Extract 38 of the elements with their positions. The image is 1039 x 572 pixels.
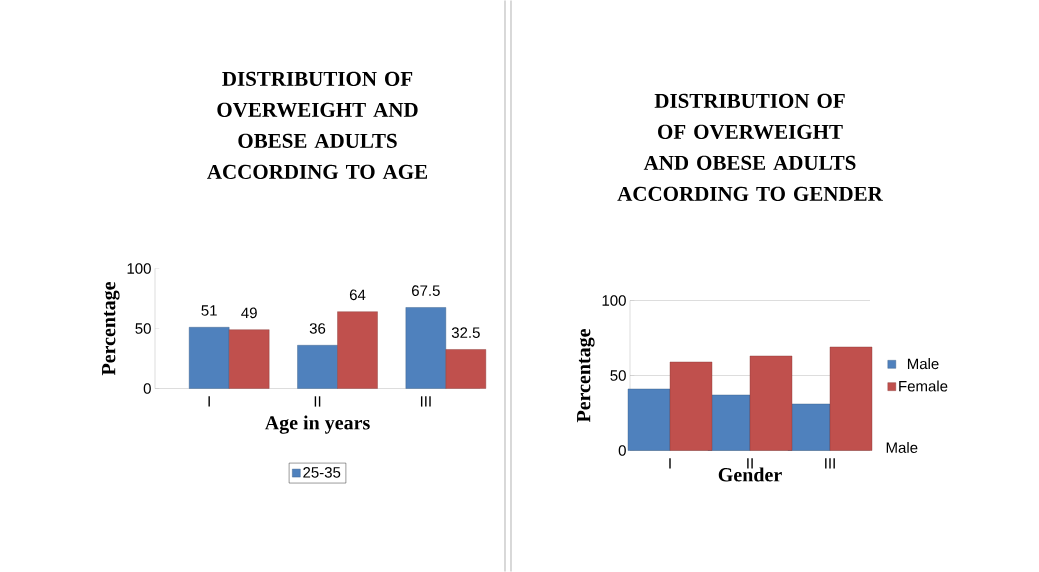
legend-label: 25-35 <box>303 467 341 478</box>
x-axis-title: Age in years <box>264 415 370 434</box>
y-tick-label: 50 <box>610 370 626 381</box>
x-axis-title: Gender <box>718 467 782 482</box>
y-tick-label: 0 <box>618 445 626 456</box>
x-tick-label: I <box>208 396 210 407</box>
bar <box>188 327 230 389</box>
bar <box>405 307 447 389</box>
data-label: 32.5 <box>451 327 480 338</box>
data-label: 64 <box>349 289 366 301</box>
y-tick-label: 100 <box>602 295 626 306</box>
x-tick-label: II <box>747 458 753 469</box>
data-label: 36 <box>309 323 326 334</box>
x-tick-label: II <box>314 396 321 407</box>
x-tick-label: III <box>825 458 835 469</box>
bar <box>829 346 873 451</box>
x-tick-label: III <box>420 396 431 407</box>
y-axis-title: Percentage <box>577 328 595 423</box>
legend-label: Female <box>899 380 948 392</box>
bar <box>337 311 378 389</box>
bar <box>669 361 713 451</box>
chart-title: DISTRIBUTION OF OVERWEIGHT AND OBESE ADULTS ACCORDING TO AGE <box>207 71 428 179</box>
y-tick-label: 0 <box>143 383 151 394</box>
x-tick-label: I <box>669 458 671 469</box>
data-label: 51 <box>201 305 217 316</box>
data-label: 49 <box>241 307 257 319</box>
bar <box>297 345 338 389</box>
bar <box>749 355 793 451</box>
data-label: 67.5 <box>412 285 440 296</box>
text: Male <box>886 441 918 453</box>
legend-label: Male <box>907 358 939 370</box>
chart-title: DISTRIBUTION OF OF OVERWEIGHT AND OBESE ADULTS ACCORDING TO GENDER <box>617 93 883 201</box>
y-tick-label: 100 <box>127 263 151 274</box>
bar <box>627 388 671 451</box>
bar <box>228 329 270 389</box>
y-tick-label: 50 <box>135 323 151 334</box>
y-axis-title: Percentage <box>102 281 120 376</box>
bar <box>445 349 487 389</box>
